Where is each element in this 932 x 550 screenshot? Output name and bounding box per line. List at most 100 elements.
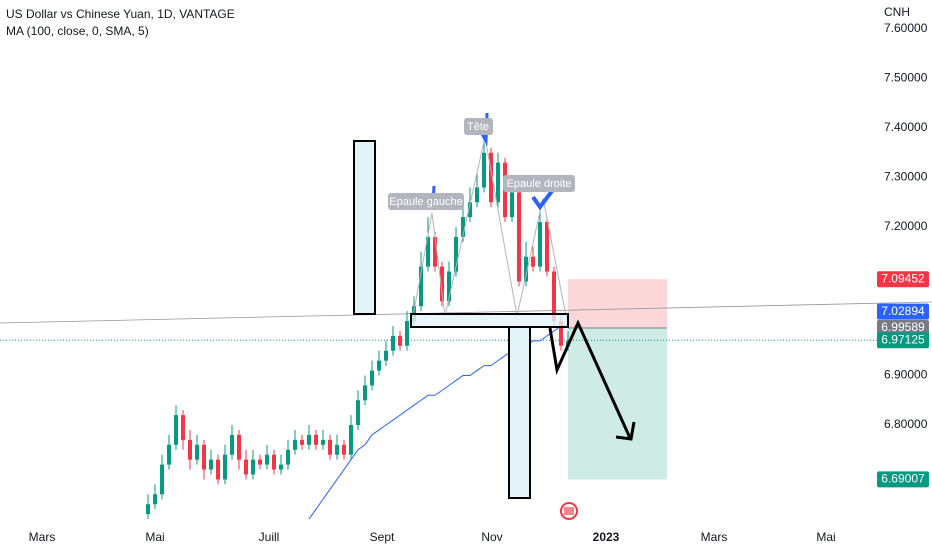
candle-body (461, 217, 465, 237)
indicator-legend: MA (100, close, 0, SMA, 5) (6, 24, 149, 38)
y-tick-label: 6.90000 (884, 368, 928, 382)
candle-body (167, 444, 171, 465)
annotation: Epaule gauche (389, 196, 462, 208)
candle-body (426, 236, 430, 267)
candle-body (384, 350, 388, 361)
candle-body (363, 385, 367, 401)
candle-body (216, 459, 220, 480)
candle-body (468, 202, 472, 218)
candle-body (230, 434, 234, 455)
candle-body (475, 187, 479, 203)
candle-body (419, 266, 423, 307)
candle-body (265, 454, 269, 465)
x-tick-label: Mai (145, 530, 164, 544)
candle-body (524, 256, 528, 282)
candle-body (398, 335, 402, 346)
back-layer (0, 28, 881, 480)
candle-body (377, 360, 381, 371)
candle-body (258, 459, 262, 465)
loss-zone (568, 328, 667, 480)
price-label-box (877, 271, 929, 288)
arrow-head (615, 421, 636, 441)
x-tick-label: 2023 (593, 530, 620, 544)
candle-body (545, 222, 549, 272)
candle-body (300, 439, 304, 445)
candle-body (272, 454, 276, 470)
candle-body (482, 152, 486, 188)
neckline-rect (410, 313, 569, 328)
price-label: 6.97125 (881, 332, 925, 346)
y-tick-label: 7.20000 (884, 219, 928, 233)
candle-body (552, 271, 556, 322)
currency-label: CNH (884, 5, 910, 19)
x-tick-label: Sept (370, 530, 395, 544)
candle-body (342, 444, 346, 455)
candle-body (531, 256, 535, 267)
y-tick-label: 6.80000 (884, 417, 928, 431)
annotation: Epaule droite (507, 178, 572, 190)
event-icon (564, 507, 574, 515)
candle-body (174, 415, 178, 445)
candle-body (440, 266, 444, 302)
price-label: 6.69007 (881, 472, 925, 486)
candle-body (538, 222, 542, 267)
annotation-box (503, 175, 575, 192)
price-label-box (877, 320, 929, 337)
y-tick-label: 7.40000 (884, 120, 928, 134)
x-tick-label: Mars (701, 530, 728, 544)
price-label-box (877, 332, 929, 349)
candle-body (517, 192, 521, 282)
trendline (0, 301, 932, 324)
candle-body (489, 152, 493, 203)
candle-body (391, 335, 395, 351)
price-label: 6.99589 (881, 320, 925, 334)
price-label-box (877, 471, 929, 488)
candle-body (433, 236, 437, 267)
marks-layer (146, 137, 570, 520)
candle-body (181, 415, 185, 440)
candle-body (279, 464, 283, 470)
arrow-path (548, 319, 632, 439)
candle-body (195, 444, 199, 460)
candle-body (188, 439, 192, 460)
candle-body (307, 434, 311, 445)
candle-body (202, 444, 206, 470)
price-label-box (877, 303, 929, 320)
candle-body (349, 425, 353, 455)
y-tick-label: 7.30000 (884, 170, 928, 184)
candle-body (314, 434, 318, 445)
profit-zone (568, 279, 667, 329)
candle-body (335, 444, 339, 455)
candle-body (321, 439, 325, 445)
candle-body (223, 454, 227, 480)
annotation-box (464, 118, 493, 135)
annotation-box (388, 193, 464, 210)
candle-body (293, 439, 297, 450)
candle-body (244, 459, 248, 475)
candle-body (496, 162, 500, 203)
candle-body (559, 321, 563, 346)
x-tick-label: Mars (29, 530, 56, 544)
candle-body (447, 271, 451, 302)
candle-body (160, 464, 164, 495)
annotation: Tête (467, 121, 489, 133)
candle-body (405, 321, 409, 346)
front-layer: 7.60000 7.50000 7.40000 7.30000 7.20000 6.900… (29, 21, 929, 544)
candle-body (328, 439, 332, 455)
check-mark (531, 189, 554, 211)
candle-body (153, 494, 157, 505)
y-tick-label: 7.60000 (884, 21, 928, 35)
drawing-rect (508, 326, 531, 499)
candle-body (454, 236, 458, 272)
candle-body (237, 434, 241, 460)
candle-body (286, 449, 290, 465)
candle-body (370, 370, 374, 386)
candle-body (209, 459, 213, 470)
x-tick-label: Nov (481, 530, 502, 544)
drawing-rect (353, 140, 376, 315)
candle-body (356, 400, 360, 426)
chart-title: US Dollar vs Chinese Yuan, 1D, VANTAGE (6, 7, 235, 21)
